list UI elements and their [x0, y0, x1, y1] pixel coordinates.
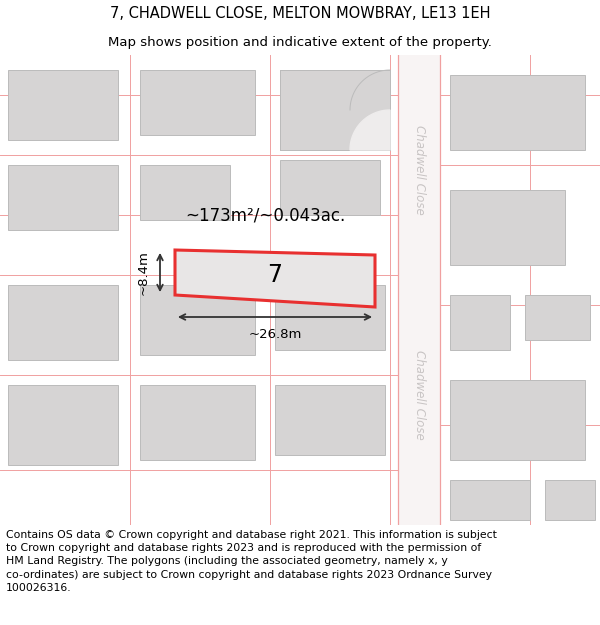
- Text: Chadwell Close: Chadwell Close: [413, 350, 425, 440]
- Bar: [398, 55, 440, 525]
- Bar: [8, 70, 118, 140]
- Text: ~8.4m: ~8.4m: [137, 251, 150, 296]
- Text: 7, CHADWELL CLOSE, MELTON MOWBRAY, LE13 1EH: 7, CHADWELL CLOSE, MELTON MOWBRAY, LE13 …: [110, 6, 490, 21]
- Bar: [450, 190, 565, 265]
- Bar: [450, 295, 510, 350]
- Polygon shape: [175, 250, 375, 307]
- Text: Contains OS data © Crown copyright and database right 2021. This information is : Contains OS data © Crown copyright and d…: [6, 530, 497, 592]
- Bar: [280, 70, 390, 150]
- Bar: [8, 285, 118, 360]
- Bar: [8, 165, 118, 230]
- Bar: [8, 385, 118, 465]
- Bar: [450, 380, 585, 460]
- Bar: [450, 480, 530, 520]
- Bar: [545, 480, 595, 520]
- Bar: [140, 285, 255, 355]
- Text: Map shows position and indicative extent of the property.: Map shows position and indicative extent…: [108, 36, 492, 49]
- Bar: [275, 285, 385, 350]
- Text: ~173m²/~0.043ac.: ~173m²/~0.043ac.: [185, 206, 345, 224]
- Bar: [275, 385, 385, 455]
- Bar: [140, 385, 255, 460]
- Text: ~26.8m: ~26.8m: [248, 328, 302, 341]
- Text: Chadwell Close: Chadwell Close: [413, 125, 425, 215]
- Bar: [525, 295, 590, 340]
- Bar: [140, 70, 255, 135]
- Bar: [280, 160, 380, 215]
- Text: 7: 7: [268, 263, 283, 287]
- Polygon shape: [350, 110, 390, 150]
- Bar: [140, 165, 230, 220]
- Bar: [450, 75, 585, 150]
